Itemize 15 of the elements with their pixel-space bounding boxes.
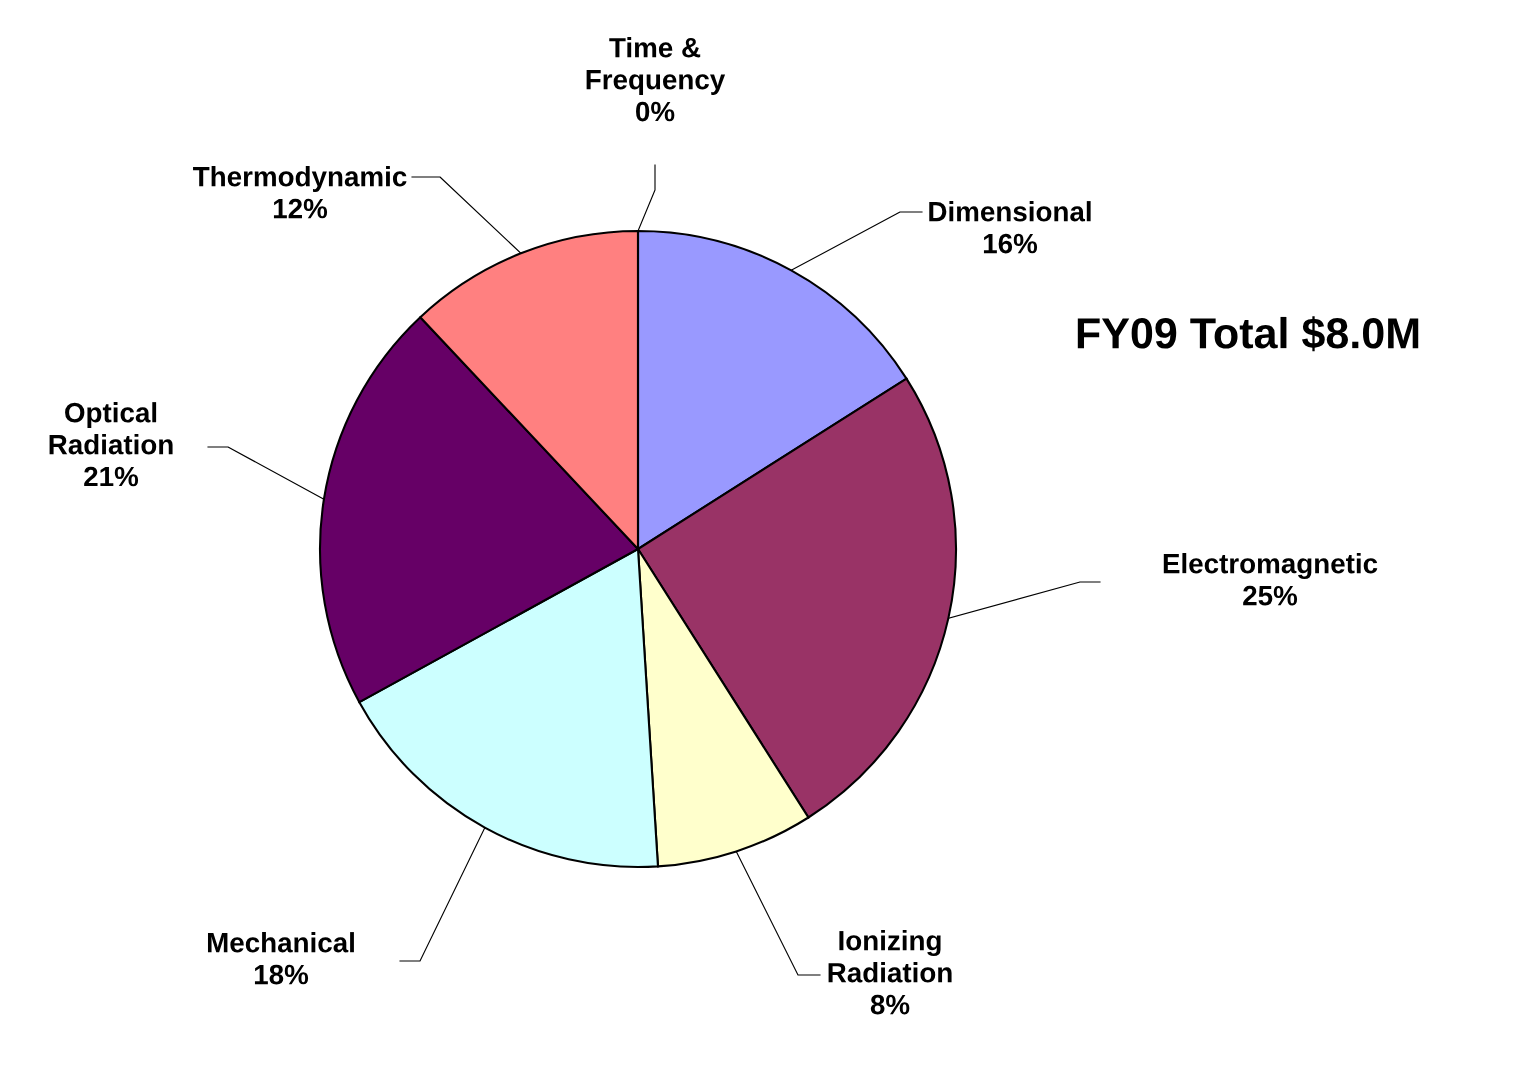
- slice-label: Optical Radiation: [49, 402, 173, 455]
- data-label: 16%: [983, 233, 1038, 254]
- data-label: 12%: [273, 198, 328, 219]
- slice-label: Mechanical: [207, 932, 354, 953]
- category-label: Time & Frequency: [586, 37, 726, 95]
- data-label: 8%: [870, 994, 910, 1015]
- slice-label: Dimensional: [929, 201, 1091, 222]
- slice-label: Electromagnetic: [1163, 553, 1378, 580]
- data-label: 25%: [1243, 585, 1298, 606]
- data-label: 18%: [254, 964, 309, 985]
- text: 0%: [636, 101, 675, 122]
- slice-label: Ionizing Radiation: [828, 930, 952, 983]
- text: FY09 Total $8.0M: [1077, 316, 1419, 352]
- data-label: 21%: [84, 466, 139, 487]
- slice-label: Thermodynamic: [193, 166, 407, 192]
